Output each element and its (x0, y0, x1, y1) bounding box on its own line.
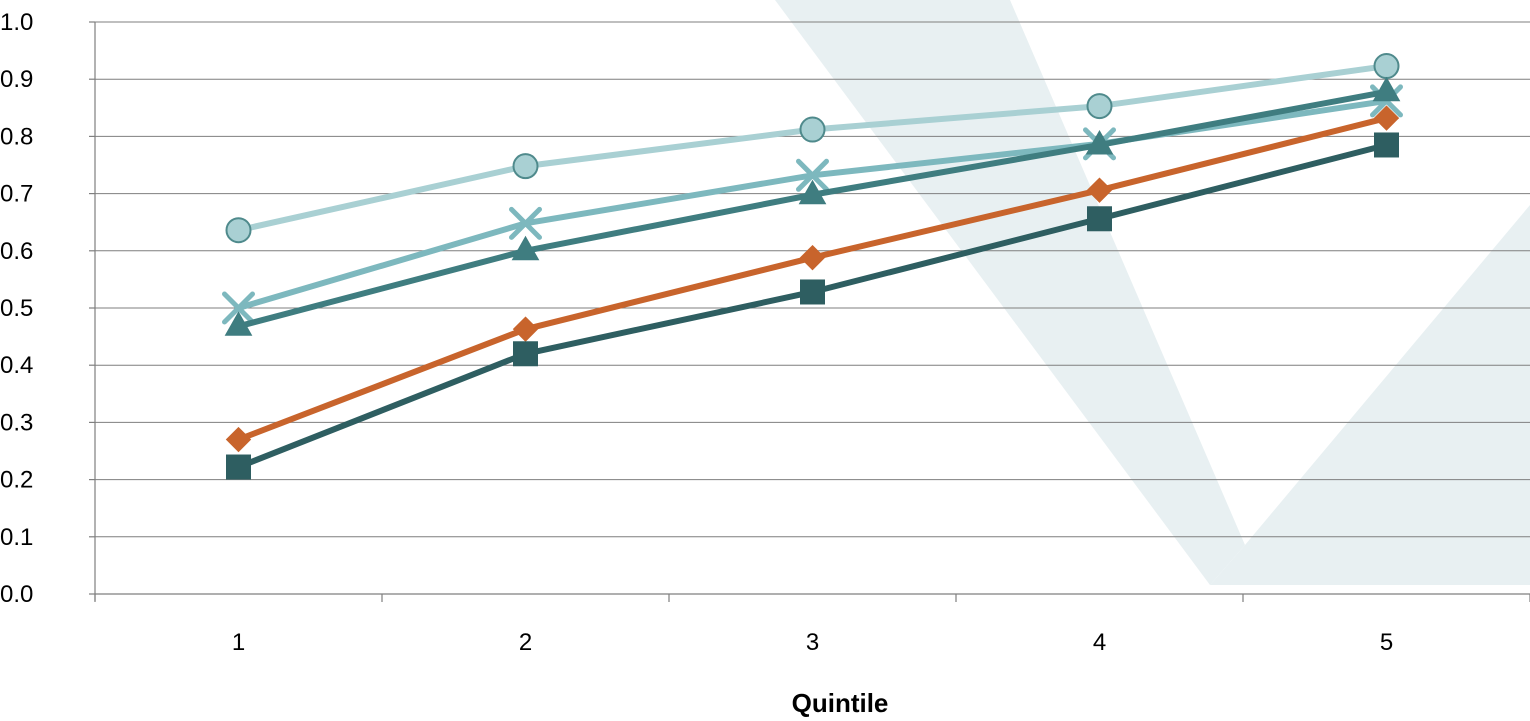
y-tick-label: 0.6 (0, 238, 33, 265)
y-tick-label: 1.0 (0, 9, 33, 36)
x-tick-label: 3 (806, 629, 819, 656)
data-point (512, 316, 539, 342)
x-tick-label: 2 (519, 629, 532, 656)
data-point (800, 279, 825, 305)
series-4 (226, 132, 1399, 480)
data-point (226, 454, 251, 480)
y-tick-label: 0.0 (0, 581, 33, 608)
y-tick-label: 0.5 (0, 295, 33, 322)
data-point (799, 244, 826, 271)
x-axis-title: Quintile (792, 688, 889, 718)
data-point (799, 116, 826, 143)
series-group (222, 53, 1403, 480)
x-tick-label: 4 (1093, 629, 1106, 656)
axes (89, 21, 1530, 602)
y-tick-label: 0.1 (0, 524, 33, 551)
data-point (1372, 76, 1401, 102)
data-point (511, 235, 540, 261)
tick-labels: 0.0 0.1 0.2 0.3 0.4 0.5 0.6 0.7 0.8 0.9 1.0 1 2 3 4 5 (0, 9, 1393, 656)
data-point (509, 206, 542, 240)
x-tick-label: 5 (1380, 629, 1393, 656)
data-point (225, 217, 252, 244)
data-point (1373, 105, 1400, 131)
x-tick-label: 1 (232, 629, 245, 656)
y-tick-label: 0.9 (0, 66, 33, 93)
data-point (224, 311, 253, 336)
series-2 (224, 76, 1401, 336)
data-point (1374, 132, 1399, 158)
series-3 (225, 105, 1400, 453)
data-point (222, 291, 255, 325)
data-point (225, 426, 252, 453)
data-point (1086, 177, 1113, 203)
series-line (235, 63, 1390, 234)
data-point (1087, 206, 1112, 232)
watermark-stroke-left (775, 0, 1245, 585)
background-watermark (775, 0, 1530, 585)
data-point (796, 158, 829, 192)
watermark-stroke-right (1210, 205, 1530, 585)
data-point (1085, 129, 1114, 155)
y-tick-label: 0.2 (0, 467, 33, 494)
series-0 (225, 53, 1400, 244)
y-tick-label: 0.3 (0, 409, 33, 436)
data-point (513, 341, 538, 367)
y-tick-label: 0.4 (0, 352, 33, 379)
data-point (1086, 93, 1113, 120)
y-tick-label: 0.7 (0, 181, 33, 208)
data-point (798, 179, 827, 205)
y-tick-label: 0.8 (0, 123, 33, 150)
data-point (512, 153, 539, 180)
data-point (1373, 53, 1400, 80)
